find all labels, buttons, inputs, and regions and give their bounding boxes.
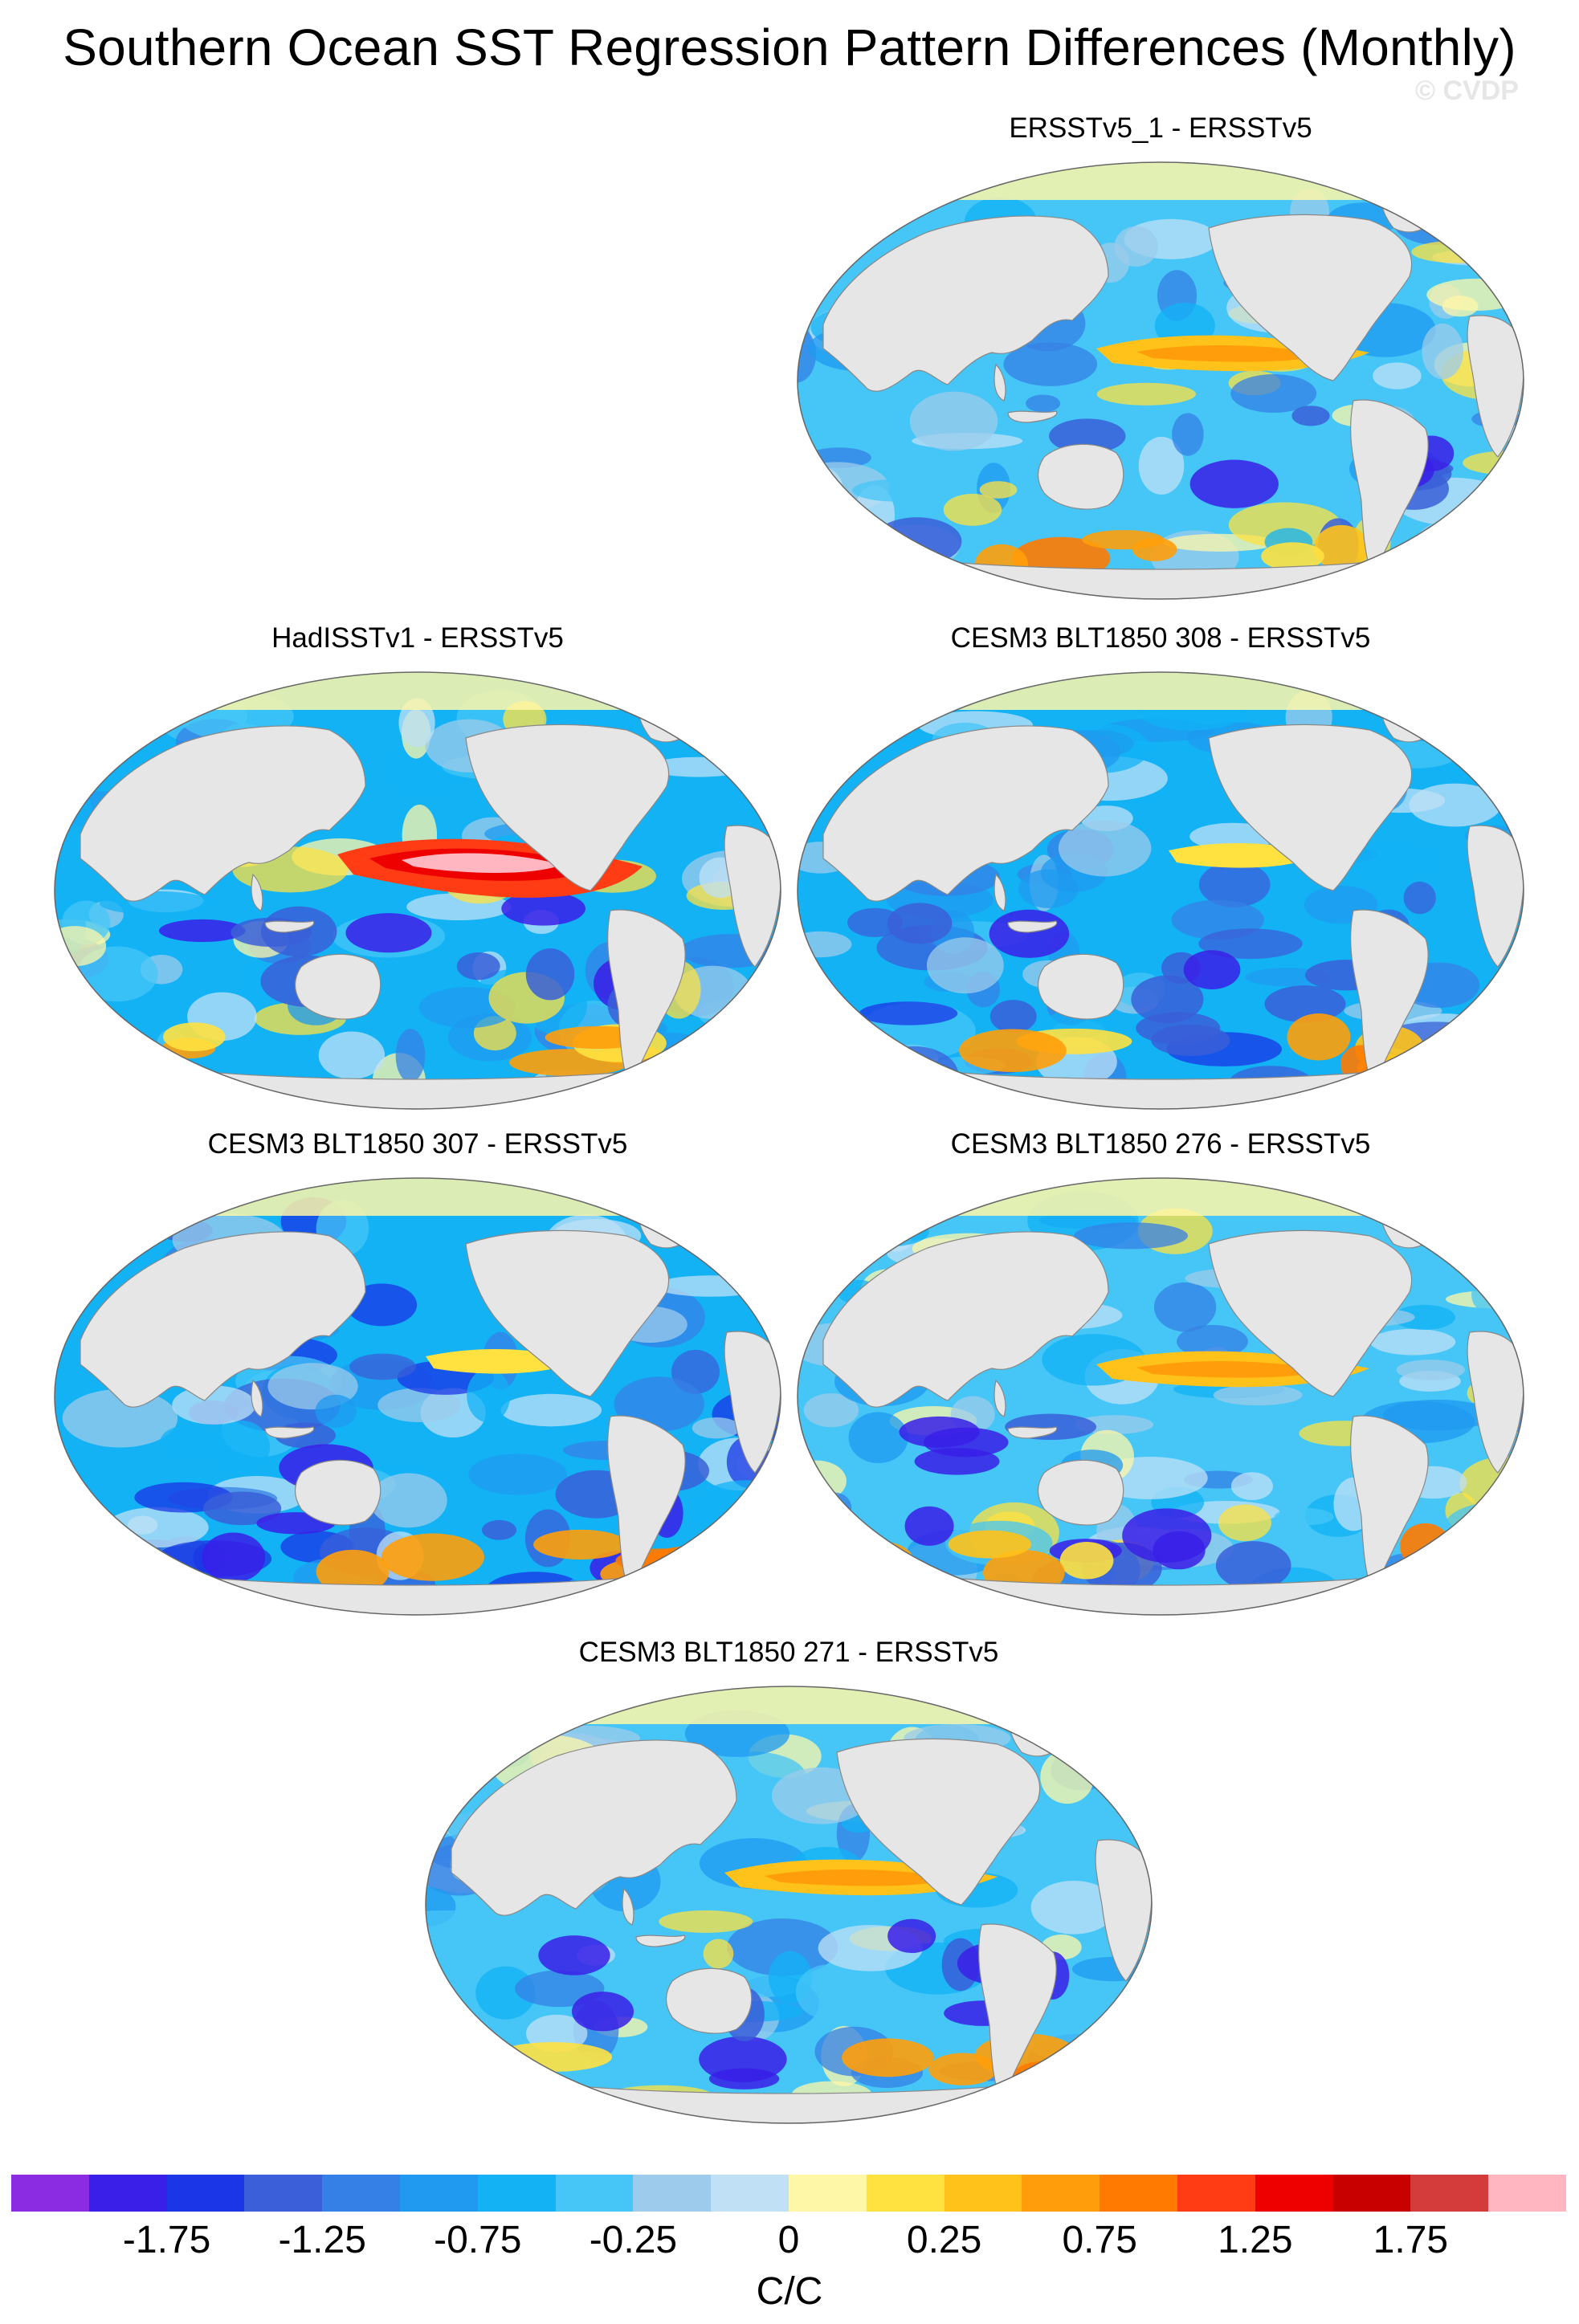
landmass	[635, 1935, 686, 1947]
colorbar-segment	[1488, 2175, 1566, 2212]
landmass	[1350, 1415, 1429, 1595]
landmass	[665, 1967, 753, 2034]
colorbar-tick-label: 0	[777, 2219, 800, 2261]
colorbar-tick-label: -0.25	[589, 2219, 678, 2261]
colorbar-segment	[166, 2175, 245, 2212]
colorbar-segment	[11, 2175, 89, 2212]
landmass	[822, 725, 1109, 902]
map-outline	[54, 1177, 781, 1616]
watermark: © CVDP	[1415, 75, 1519, 106]
colorbar-segment	[1332, 2175, 1411, 2212]
colorbar-segment	[244, 2175, 323, 2212]
colorbar-segment	[1177, 2175, 1255, 2212]
colorbar-segment	[944, 2175, 1022, 2212]
world-map	[797, 671, 1524, 1110]
panel-title: CESM3 BLT1850 276 - ERSSTv5	[950, 1128, 1371, 1160]
landmass	[836, 1738, 1041, 1906]
panel-title: HadISSTv1 - ERSSTv5	[271, 622, 564, 654]
panel-title: ERSSTv5_1 - ERSSTv5	[1009, 112, 1312, 144]
map-panel-4: CESM3 BLT1850 307 - ERSSTv5	[48, 1128, 787, 1626]
landmass	[978, 1923, 1057, 2103]
colorbar-tick-label: -0.75	[434, 2219, 522, 2261]
landmass	[622, 1887, 634, 1926]
landmass	[465, 1229, 670, 1397]
landmass	[264, 920, 315, 933]
landmass	[294, 953, 381, 1020]
colorbar-ticks: -1.75 -1.25 -0.75 -0.25 0 0.25 0.75 1.25 1.75	[0, 2213, 1579, 2277]
colorbar-segment	[1410, 2175, 1489, 2212]
landmass	[1037, 1459, 1124, 1526]
world-map	[54, 1177, 781, 1616]
map-outline	[797, 1177, 1524, 1616]
world-map	[425, 1686, 1153, 2124]
map-panel-5: CESM3 BLT1850 276 - ERSSTv5	[791, 1128, 1530, 1626]
colorbar-segment	[477, 2175, 556, 2212]
landmass	[607, 909, 686, 1089]
landmass	[451, 1739, 737, 1916]
colorbar	[11, 2175, 1566, 2212]
colorbar-tick-label: -1.25	[278, 2219, 366, 2261]
landmass	[1007, 410, 1058, 423]
colorbar-segment	[866, 2175, 945, 2212]
map-panel-3: CESM3 BLT1850 308 - ERSSTv5	[791, 622, 1530, 1120]
landmass	[1208, 724, 1413, 891]
colorbar-segment	[1255, 2175, 1333, 2212]
colorbar-segment	[399, 2175, 478, 2212]
landmass	[1007, 1426, 1058, 1439]
world-map	[797, 1177, 1524, 1616]
colorbar-segment	[1100, 2175, 1177, 2212]
landmass	[80, 725, 366, 902]
landmass	[80, 1231, 366, 1408]
colorbar-segment	[322, 2175, 400, 2212]
landmass	[251, 873, 263, 911]
colorbar-segment	[1022, 2175, 1100, 2212]
colorbar-segment	[88, 2175, 167, 2212]
figure-title: Southern Ocean SST Regression Pattern Di…	[63, 18, 1516, 76]
map-outline	[425, 1686, 1153, 2124]
panel-title: CESM3 BLT1850 307 - ERSSTv5	[207, 1128, 628, 1160]
landmass	[1208, 214, 1413, 381]
colorbar-segment	[711, 2175, 789, 2212]
landmass	[465, 724, 670, 891]
map-panel-6: CESM3 BLT1850 271 - ERSSTv5	[419, 1637, 1158, 2134]
landmass	[1037, 953, 1124, 1020]
landmass	[822, 1231, 1109, 1408]
colorbar-tick-label: 0.25	[906, 2219, 982, 2261]
map-outline	[54, 671, 781, 1110]
landmass	[1350, 399, 1429, 579]
colorbar-segment	[555, 2175, 634, 2212]
colorbar-tick-label: 0.75	[1062, 2219, 1137, 2261]
colorbar-units: C/C	[756, 2270, 823, 2313]
map-panel-1: ERSSTv5_1 - ERSSTv5	[791, 112, 1530, 610]
landmass	[1208, 1229, 1413, 1397]
panel-title: CESM3 BLT1850 308 - ERSSTv5	[950, 622, 1371, 654]
landmass	[994, 363, 1006, 402]
landmass	[251, 1379, 263, 1417]
world-map	[54, 671, 781, 1110]
landmass	[264, 1426, 315, 1439]
landmass	[1350, 909, 1429, 1089]
landmass	[822, 215, 1109, 392]
colorbar-tick-label: 1.75	[1373, 2219, 1449, 2261]
landmass	[607, 1415, 686, 1595]
landmass	[1007, 920, 1058, 933]
map-panel-2: HadISSTv1 - ERSSTv5	[48, 622, 787, 1120]
world-map	[797, 161, 1524, 600]
landmass	[294, 1459, 381, 1526]
colorbar-segment	[633, 2175, 712, 2212]
colorbar-segment	[788, 2175, 867, 2212]
colorbar-tick-label: 1.25	[1218, 2219, 1293, 2261]
colorbar-tick-label: -1.75	[122, 2219, 211, 2261]
landmass	[994, 1379, 1006, 1417]
panel-title: CESM3 BLT1850 271 - ERSSTv5	[578, 1637, 999, 1668]
landmass	[1037, 443, 1124, 510]
map-outline	[797, 671, 1524, 1110]
map-outline	[797, 161, 1524, 600]
landmass	[994, 873, 1006, 911]
